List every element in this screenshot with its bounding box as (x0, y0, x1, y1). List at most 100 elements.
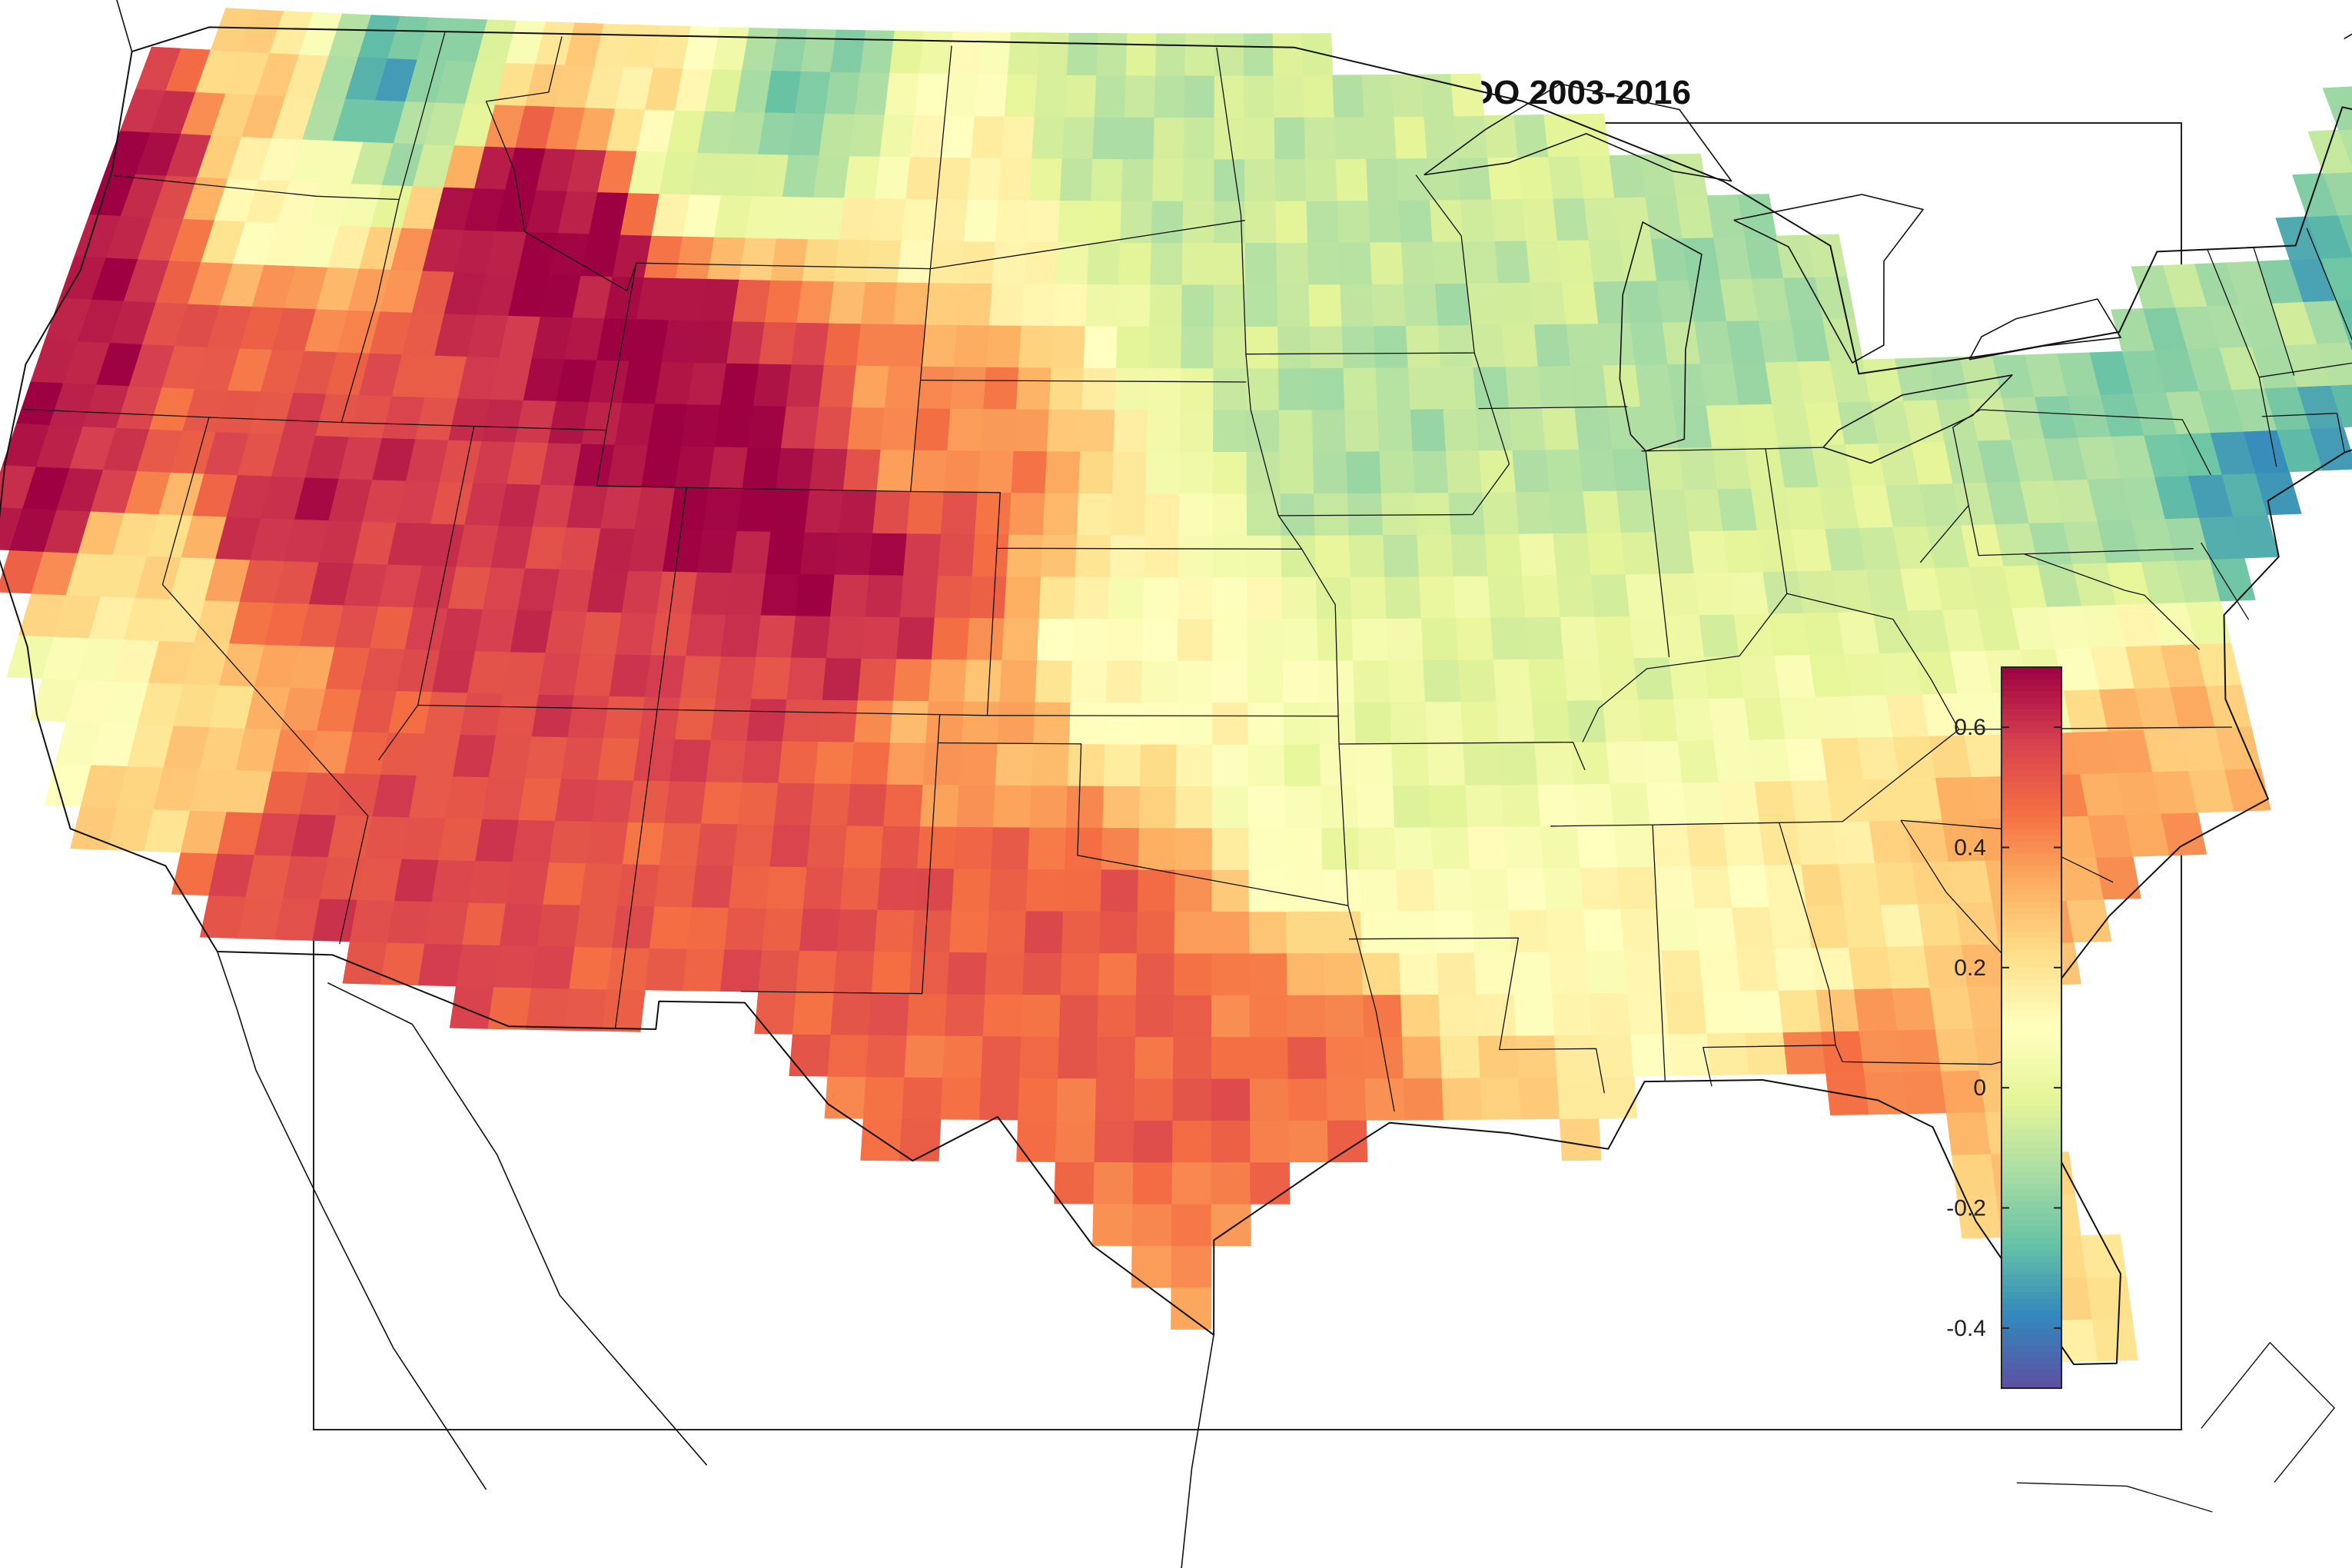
grid-cell (1059, 158, 1094, 201)
grid-cell (1559, 1118, 1602, 1161)
grid-cell (1809, 653, 1852, 697)
grid-cell (552, 568, 595, 613)
grid-cell (972, 533, 1010, 577)
great-lake-outline (1423, 83, 1732, 182)
colorbar-frame (2001, 666, 2062, 1389)
grid-cell (966, 617, 1005, 660)
grid-cell (948, 31, 983, 75)
grid-cell (1703, 990, 1746, 1034)
grid-cell (680, 655, 722, 699)
grid-cell (733, 279, 772, 323)
grid-cell (686, 613, 727, 657)
grid-cell (1516, 1035, 1558, 1078)
grid-cell (586, 569, 630, 613)
grid-cell (2334, 299, 2352, 343)
grid-cell (1503, 826, 1544, 869)
grid-cell (1355, 743, 1394, 786)
colorbar-swatch (2002, 1376, 2061, 1383)
grid-cell (1213, 409, 1247, 452)
grid-cell (850, 741, 891, 785)
grid-cell (949, 909, 990, 953)
grid-cell (1341, 325, 1377, 368)
state-border (1245, 352, 1475, 355)
colorbar-swatch (2002, 1261, 2061, 1269)
grid-cell (786, 364, 825, 407)
grid-cell (856, 323, 894, 367)
grid-cell (1108, 576, 1145, 620)
grid-cell (1551, 992, 1593, 1036)
grid-cell (1324, 952, 1364, 995)
grid-cell (1273, 75, 1305, 118)
grid-cell (1274, 116, 1306, 160)
grid-cell (1325, 1036, 1366, 1079)
grid-cell (455, 944, 500, 988)
state-border (930, 220, 1245, 270)
grid-cell (1025, 869, 1065, 912)
grid-cell (1639, 405, 1679, 449)
grid-cell (770, 489, 810, 533)
grid-cell (1181, 284, 1214, 327)
grid-cell (839, 490, 878, 533)
grid-cell (1040, 534, 1078, 577)
colorbar-swatch (2002, 685, 2061, 692)
grid-cell (1645, 195, 1683, 239)
grid-cell (703, 487, 743, 532)
grid-cell (1011, 450, 1048, 493)
grid-cell (1107, 618, 1144, 661)
grid-cell (776, 196, 814, 240)
grid-cell (1177, 618, 1214, 661)
grid-cell (1211, 1036, 1251, 1079)
grid-cell (875, 155, 911, 199)
grid-cell (1445, 450, 1483, 493)
grid-cell (617, 863, 660, 907)
grid-cell (1389, 701, 1428, 745)
grid-cell (1065, 785, 1105, 829)
grid-cell (1732, 906, 1775, 950)
grid-cell (961, 700, 1001, 744)
grid-cell (1247, 576, 1283, 620)
grid-cell (1247, 534, 1282, 578)
grid-cell (1699, 362, 1740, 406)
colorbar-swatch (2002, 847, 2061, 854)
grid-cell (696, 530, 738, 573)
grid-cell (1394, 826, 1433, 870)
colorbar-swatch (2002, 925, 2061, 932)
grid-cell (1528, 658, 1568, 702)
grid-cell (1736, 948, 1779, 992)
grid-cell (1154, 33, 1186, 76)
grid-cell (1694, 321, 1733, 364)
grid-cell (1092, 116, 1125, 160)
grid-cell (1563, 657, 1603, 701)
grid-cell (1450, 533, 1489, 576)
grid-cell (1935, 776, 1979, 820)
colorbar-swatch (2002, 793, 2061, 800)
grid-cell (2322, 86, 2352, 131)
grid-cell (1281, 618, 1319, 661)
grid-cell (1797, 570, 1839, 613)
grid-cell (844, 155, 881, 199)
colorbar-swatch (2002, 1105, 2061, 1113)
grid-cell (879, 114, 915, 158)
grid-cell (1276, 242, 1310, 285)
grid-cell (627, 779, 671, 823)
grid-cell (960, 241, 996, 284)
grid-cell (1347, 492, 1384, 536)
grid-cell (1553, 198, 1590, 241)
grid-cell (934, 575, 973, 619)
grid-cell (1713, 739, 1756, 782)
colorbar-swatch (2002, 1334, 2061, 1341)
grid-cell (686, 906, 729, 950)
grid-cell (2330, 384, 2352, 428)
grid-cell (1869, 819, 1912, 864)
grid-cell (874, 909, 915, 952)
grid-cell (929, 240, 965, 284)
grid-cell (1784, 486, 1826, 530)
grid-cell (1322, 869, 1361, 912)
grid-cell (758, 949, 800, 993)
grid-cell (1592, 1034, 1635, 1078)
colorbar-swatch (2002, 1075, 2061, 1082)
grid-cell (1629, 615, 1670, 659)
grid-cell (982, 993, 1024, 1037)
grid-cell (591, 779, 635, 822)
